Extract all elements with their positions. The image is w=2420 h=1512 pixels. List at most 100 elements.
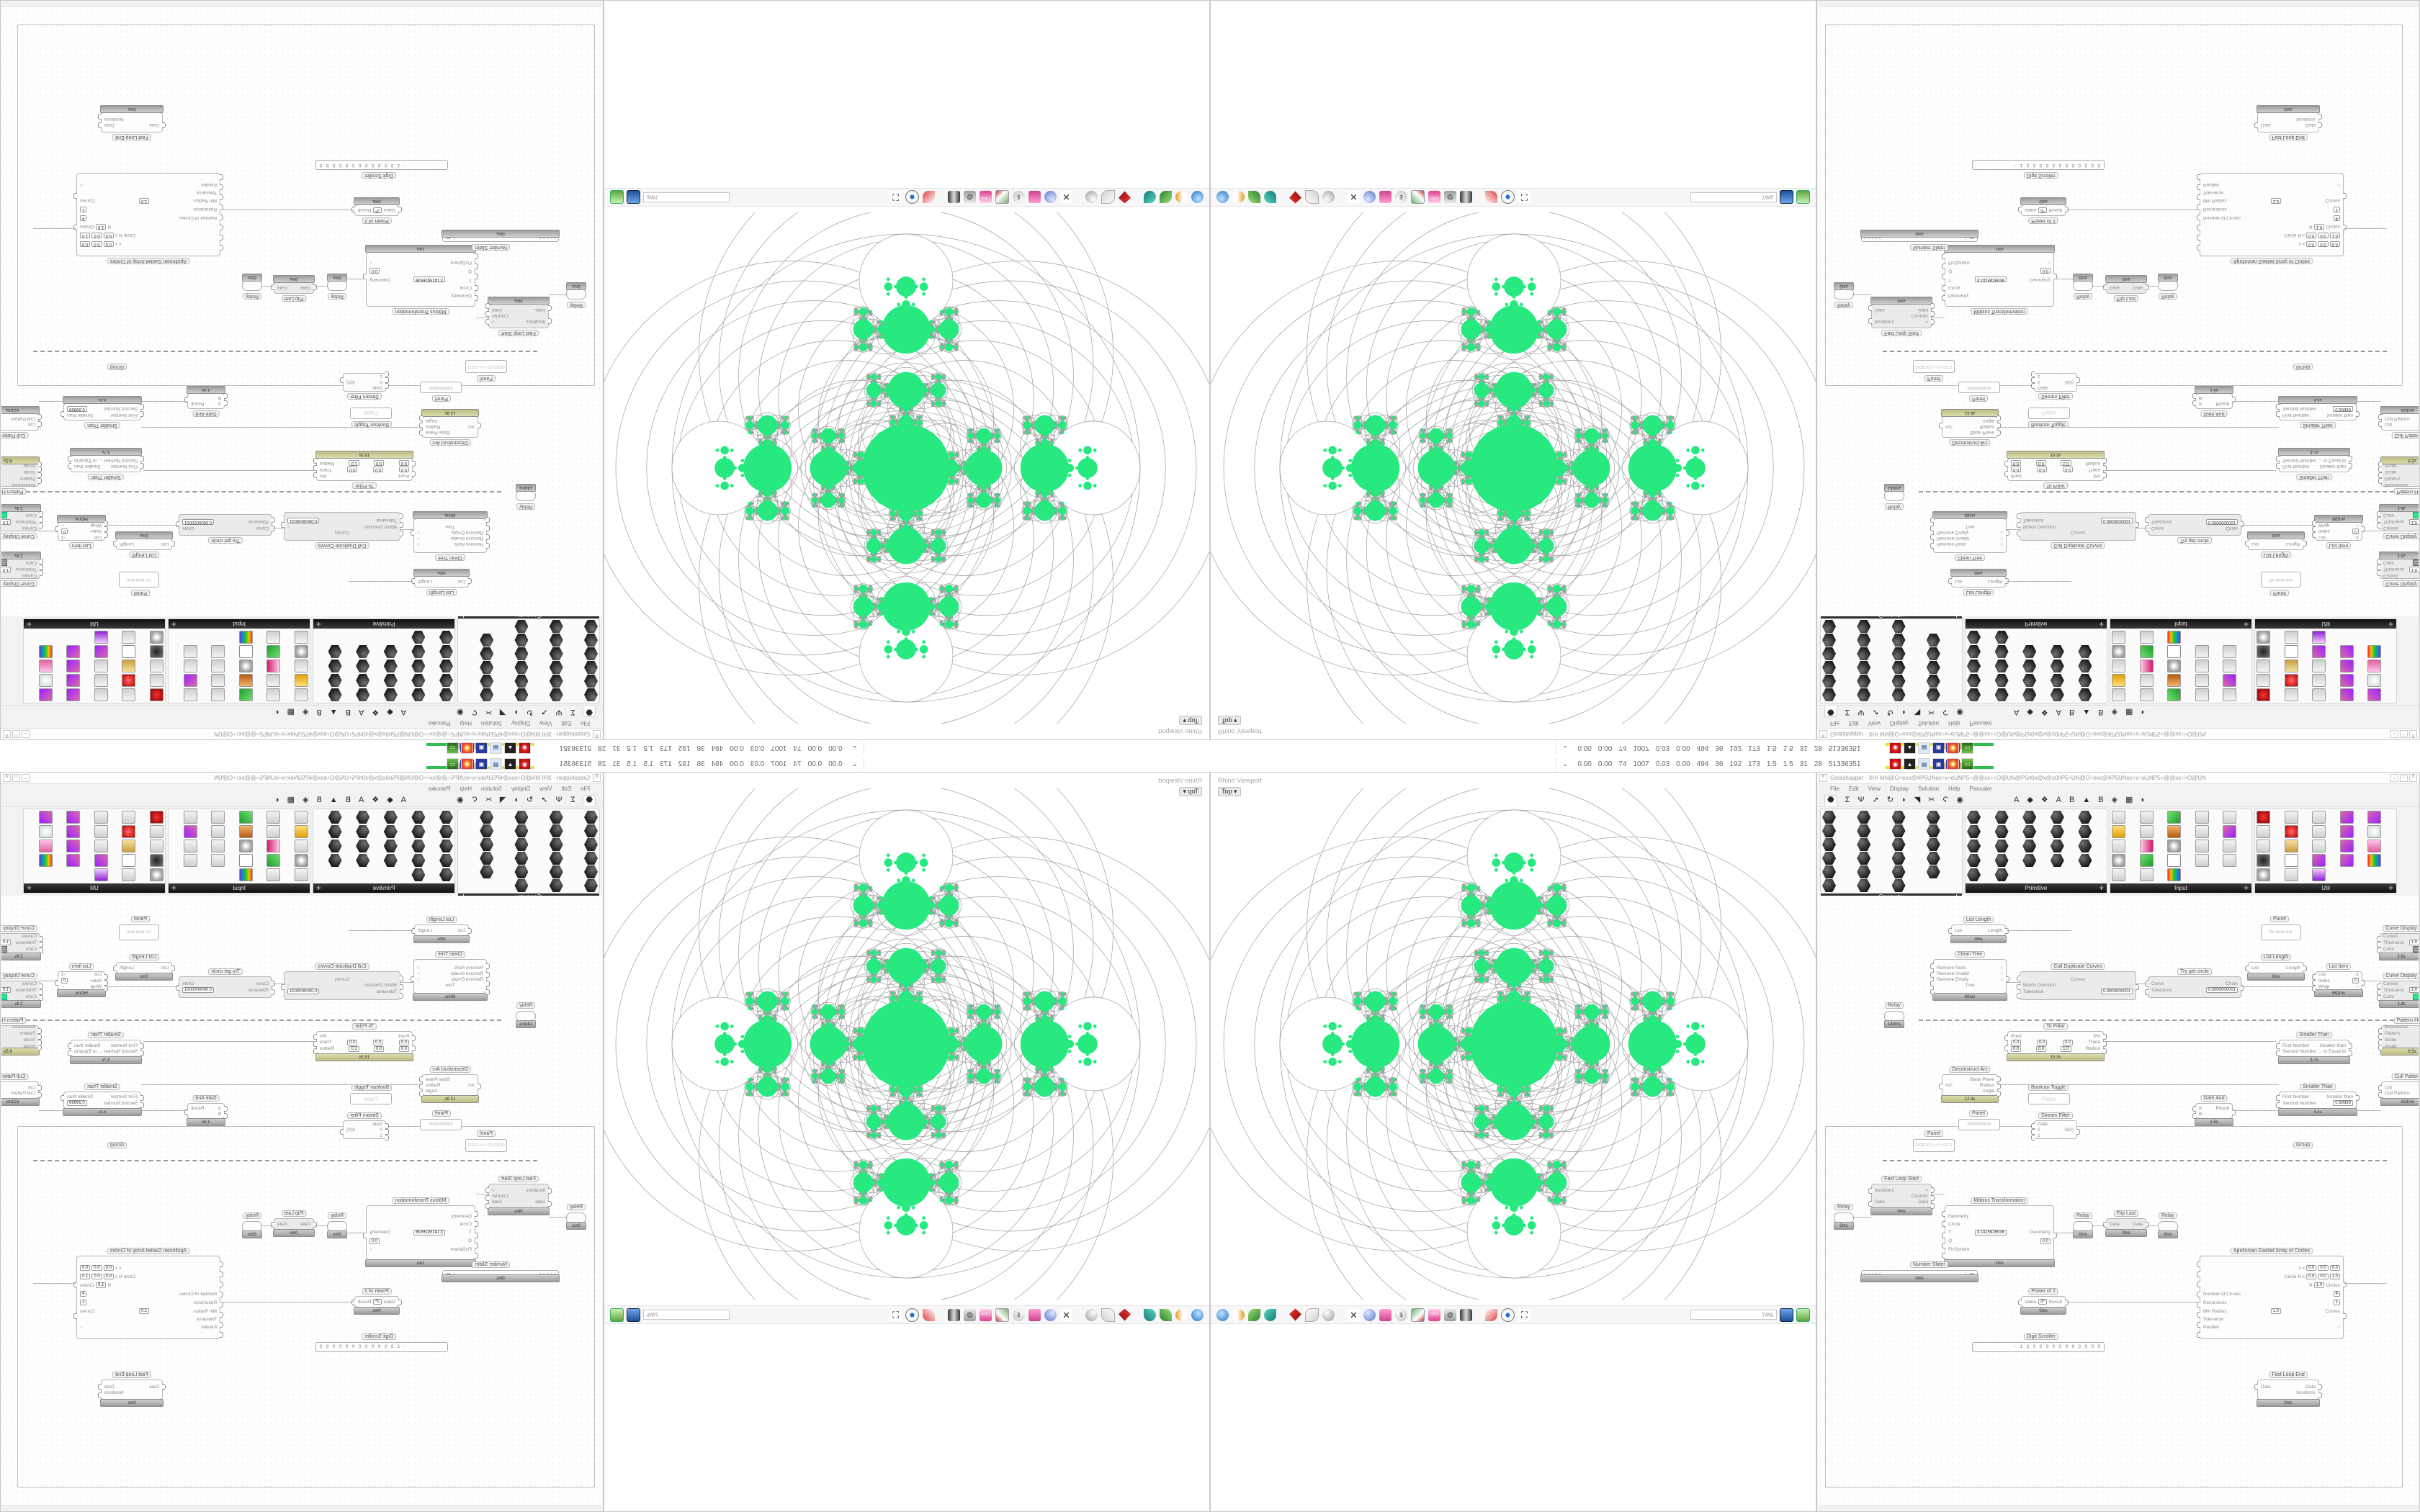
plugin-orb-icon[interactable]: ◐ (274, 795, 279, 804)
crossing-lines-icon[interactable]: ✕ (1060, 191, 1072, 204)
plugin-b2-icon[interactable]: B (2098, 795, 2104, 804)
node-curve-display-a[interactable]: Curve Display Curves Thickness 1.0 Color… (2377, 552, 2419, 587)
system-z-field[interactable]: 1.0 (349, 460, 359, 467)
tab-surface-icon[interactable]: ◗ (1901, 795, 1906, 804)
chrome-icon[interactable]: ● (461, 758, 473, 770)
menu-item-file[interactable]: File (1830, 786, 1839, 792)
globe-icon[interactable]: ◉ (519, 758, 531, 770)
palette-util-title[interactable]: Util ✛ (24, 619, 165, 629)
export-icon[interactable] (1796, 1308, 1810, 1322)
rhino-toolbar[interactable]: ✕ $ CHA @ ⛶ 74% (1211, 1305, 1816, 1324)
node-power-of-2[interactable]: Power of 2 Value 2ᴿ Result 0ms (351, 197, 402, 224)
tab-vector-icon[interactable]: ➚ (1872, 708, 1879, 717)
node-list-length-b[interactable]: List Length List Length 0ms (113, 531, 175, 558)
tolerance-field[interactable]: 0.0000000001 (2100, 518, 2133, 523)
node-list-item[interactable]: List Item List -1 Index 0 Wrap ○ 562ms (2312, 963, 2365, 997)
system-y-field[interactable]: 0.0 (2035, 1045, 2046, 1052)
tab-curve-icon[interactable]: ↻ (526, 795, 534, 804)
circle-n-x-field[interactable]: 0.0 (2305, 1274, 2317, 1279)
system-x-field[interactable]: 0.0 (398, 460, 409, 467)
shade-icon[interactable] (1232, 1308, 1245, 1321)
terminal-icon[interactable]: ▭ (1961, 742, 1973, 754)
node-fast-loop-start[interactable]: Fast Loop Start Iterations > Counter Dat… (485, 297, 552, 336)
leaf-icon[interactable] (1248, 1308, 1260, 1321)
circle-n-z-field[interactable]: 1.0 (80, 233, 91, 238)
circle-r-field[interactable]: 1.0 (2313, 224, 2325, 230)
menu-item-solution[interactable]: Solution (480, 786, 502, 792)
palette-util[interactable]: Util ✛ (23, 809, 166, 894)
node-boolean-toggle[interactable]: False (350, 408, 392, 419)
node-panel-sqrt[interactable]: (SQRT(2)-1=1.51271 (465, 360, 507, 373)
calculator-icon[interactable]: ▤ (490, 758, 502, 770)
circle-n-x-field[interactable]: 0.0 (2305, 233, 2317, 238)
plugin-b2-icon[interactable]: B (2098, 708, 2104, 717)
point-x-field[interactable]: 0.0 (398, 1039, 409, 1045)
node-list-length-b[interactable]: List Length List Length 0ms (113, 954, 175, 981)
node-list-item[interactable]: List Item List -1 Index 0 Wrap ○ 562ms (2312, 515, 2365, 549)
book-icon[interactable] (995, 1308, 1009, 1322)
palette-primitive-icons[interactable] (313, 629, 454, 703)
point-z-field[interactable]: 0.0 (347, 467, 358, 473)
component-palettes[interactable]: Geometry ✛ Primitive ✛ (1817, 807, 2419, 900)
tab-maths-icon[interactable]: Σ (570, 708, 575, 717)
tab-vector-icon[interactable]: ➚ (1872, 795, 1879, 804)
cha-icon[interactable]: CHA (980, 191, 992, 204)
node-relay-0ms-b[interactable]: Relay 0ms (2158, 1212, 2178, 1238)
node-cull-pattern[interactable]: Cull Pattern List List Cull Pattern 621m… (1, 406, 42, 438)
menu-item-help[interactable]: Help (460, 720, 472, 726)
leaf-icon[interactable] (1248, 191, 1260, 204)
tab-params-icon[interactable]: ⬣ (583, 706, 596, 718)
mountain-icon[interactable]: ▲ (504, 742, 516, 754)
palette-expand-icon[interactable]: ✛ (2388, 885, 2393, 891)
leaf-icon[interactable] (1160, 1308, 1172, 1321)
palette-expand-icon[interactable]: ✛ (2388, 621, 2393, 627)
index-field[interactable]: 0 (2352, 978, 2359, 984)
tab-surface-icon[interactable]: ◗ (514, 708, 519, 717)
tab-intersect-icon[interactable]: ✂ (1928, 795, 1935, 804)
tab-params-icon[interactable]: ⬣ (1824, 706, 1837, 718)
plugin-shield-icon[interactable]: ◈ (2111, 708, 2118, 717)
ribbon-tab-bar[interactable]: ⬣ Σ Ψ ➚ ↻ ◗ ◥ ✂ Ϛ ◉ A ◆ ❖ A B ▲ B ◈ ▦ ◐ (1817, 705, 2419, 719)
terminal-icon[interactable]: ▭ (1961, 758, 1973, 770)
node-panel-sqrt[interactable]: (SQRT(2)-1=1.51271 (465, 1139, 507, 1152)
crossing-lines-icon[interactable]: ✕ (1060, 1308, 1072, 1321)
node-digit-scroller[interactable]: - 1 3 0 0 0 0 0 0 0 0 0 0 0 (1972, 1342, 2105, 1352)
calculator-icon[interactable]: ▤ (1918, 742, 1930, 754)
menu-item-solution[interactable]: Solution (480, 720, 502, 726)
terminal-icon[interactable]: ▭ (447, 758, 459, 770)
center-z-field[interactable]: 0.0 (80, 241, 91, 247)
min-radius-field[interactable]: 1.0 (138, 198, 150, 204)
second-number-field[interactable]: 0.99999 (67, 406, 87, 412)
t-field[interactable]: 3.1415926536 (413, 1229, 446, 1236)
window-title-bar[interactable]: X Grasshopper - XHI MN@O÷exx@4P5UNex÷x÷e… (1, 773, 603, 784)
q-field[interactable]: 0.0 (369, 1238, 380, 1244)
terminal-icon[interactable]: ▭ (447, 742, 459, 754)
palette-primitive[interactable]: Primitive ✛ (313, 618, 455, 703)
node-fast-loop-start[interactable]: Fast Loop Start Iterations > Counter Dat… (1868, 1176, 1935, 1215)
node-list-length-a[interactable]: List Length List Length 0ms (411, 569, 472, 595)
node-list-item[interactable]: List Item List -1 Index 0 Wrap ○ 562ms (55, 515, 108, 549)
tab-transform-icon[interactable]: Ϛ (471, 708, 478, 717)
thickness-field[interactable]: 1.0 (1, 987, 12, 993)
plugin-b-icon[interactable]: B (345, 795, 351, 804)
system-menu-icon[interactable]: X (593, 730, 601, 738)
plugin-b2-icon[interactable]: B (316, 795, 322, 804)
menu-bar[interactable]: File Edit View Display Solution Help Pan… (1, 784, 603, 793)
node-relay-0ms-left[interactable]: Relay 0ms (1834, 282, 1854, 308)
node-try-get-circle[interactable]: Try get circle Curve Circle Tolerance 0.… (2145, 514, 2244, 544)
ribbon-tab-bar[interactable]: ⬣ Σ Ψ ➚ ↻ ◗ ◥ ✂ Ϛ ◉ A ◆ ❖ A B ▲ B ◈ ▦ ◐ (1817, 793, 2419, 807)
number-of-circles-field[interactable]: 4 (80, 215, 87, 221)
tab-intersect-icon[interactable]: ✂ (485, 708, 492, 717)
node-power-of-2[interactable]: Power of 2 Value 2ᴿ Result 0ms (351, 1288, 402, 1315)
red-gem-icon[interactable] (1289, 1308, 1301, 1321)
node-relay-0ms-left[interactable]: Relay 0ms (1834, 1204, 1854, 1230)
thickness-field[interactable]: 1.0 (2408, 567, 2419, 572)
blue-balloon-icon[interactable] (1363, 191, 1376, 204)
system-z-field[interactable]: 1.0 (349, 1045, 359, 1052)
palette-input-title[interactable]: Input ✛ (2110, 619, 2251, 629)
close-button[interactable]: X (3, 774, 11, 782)
node-panel-nodata[interactable]: No data was (2261, 572, 2301, 588)
plugin-cloud-icon[interactable]: ❖ (372, 795, 380, 804)
center-x-field[interactable]: 0.0 (103, 1265, 115, 1271)
plugin-cloud-icon[interactable]: ❖ (372, 708, 380, 717)
